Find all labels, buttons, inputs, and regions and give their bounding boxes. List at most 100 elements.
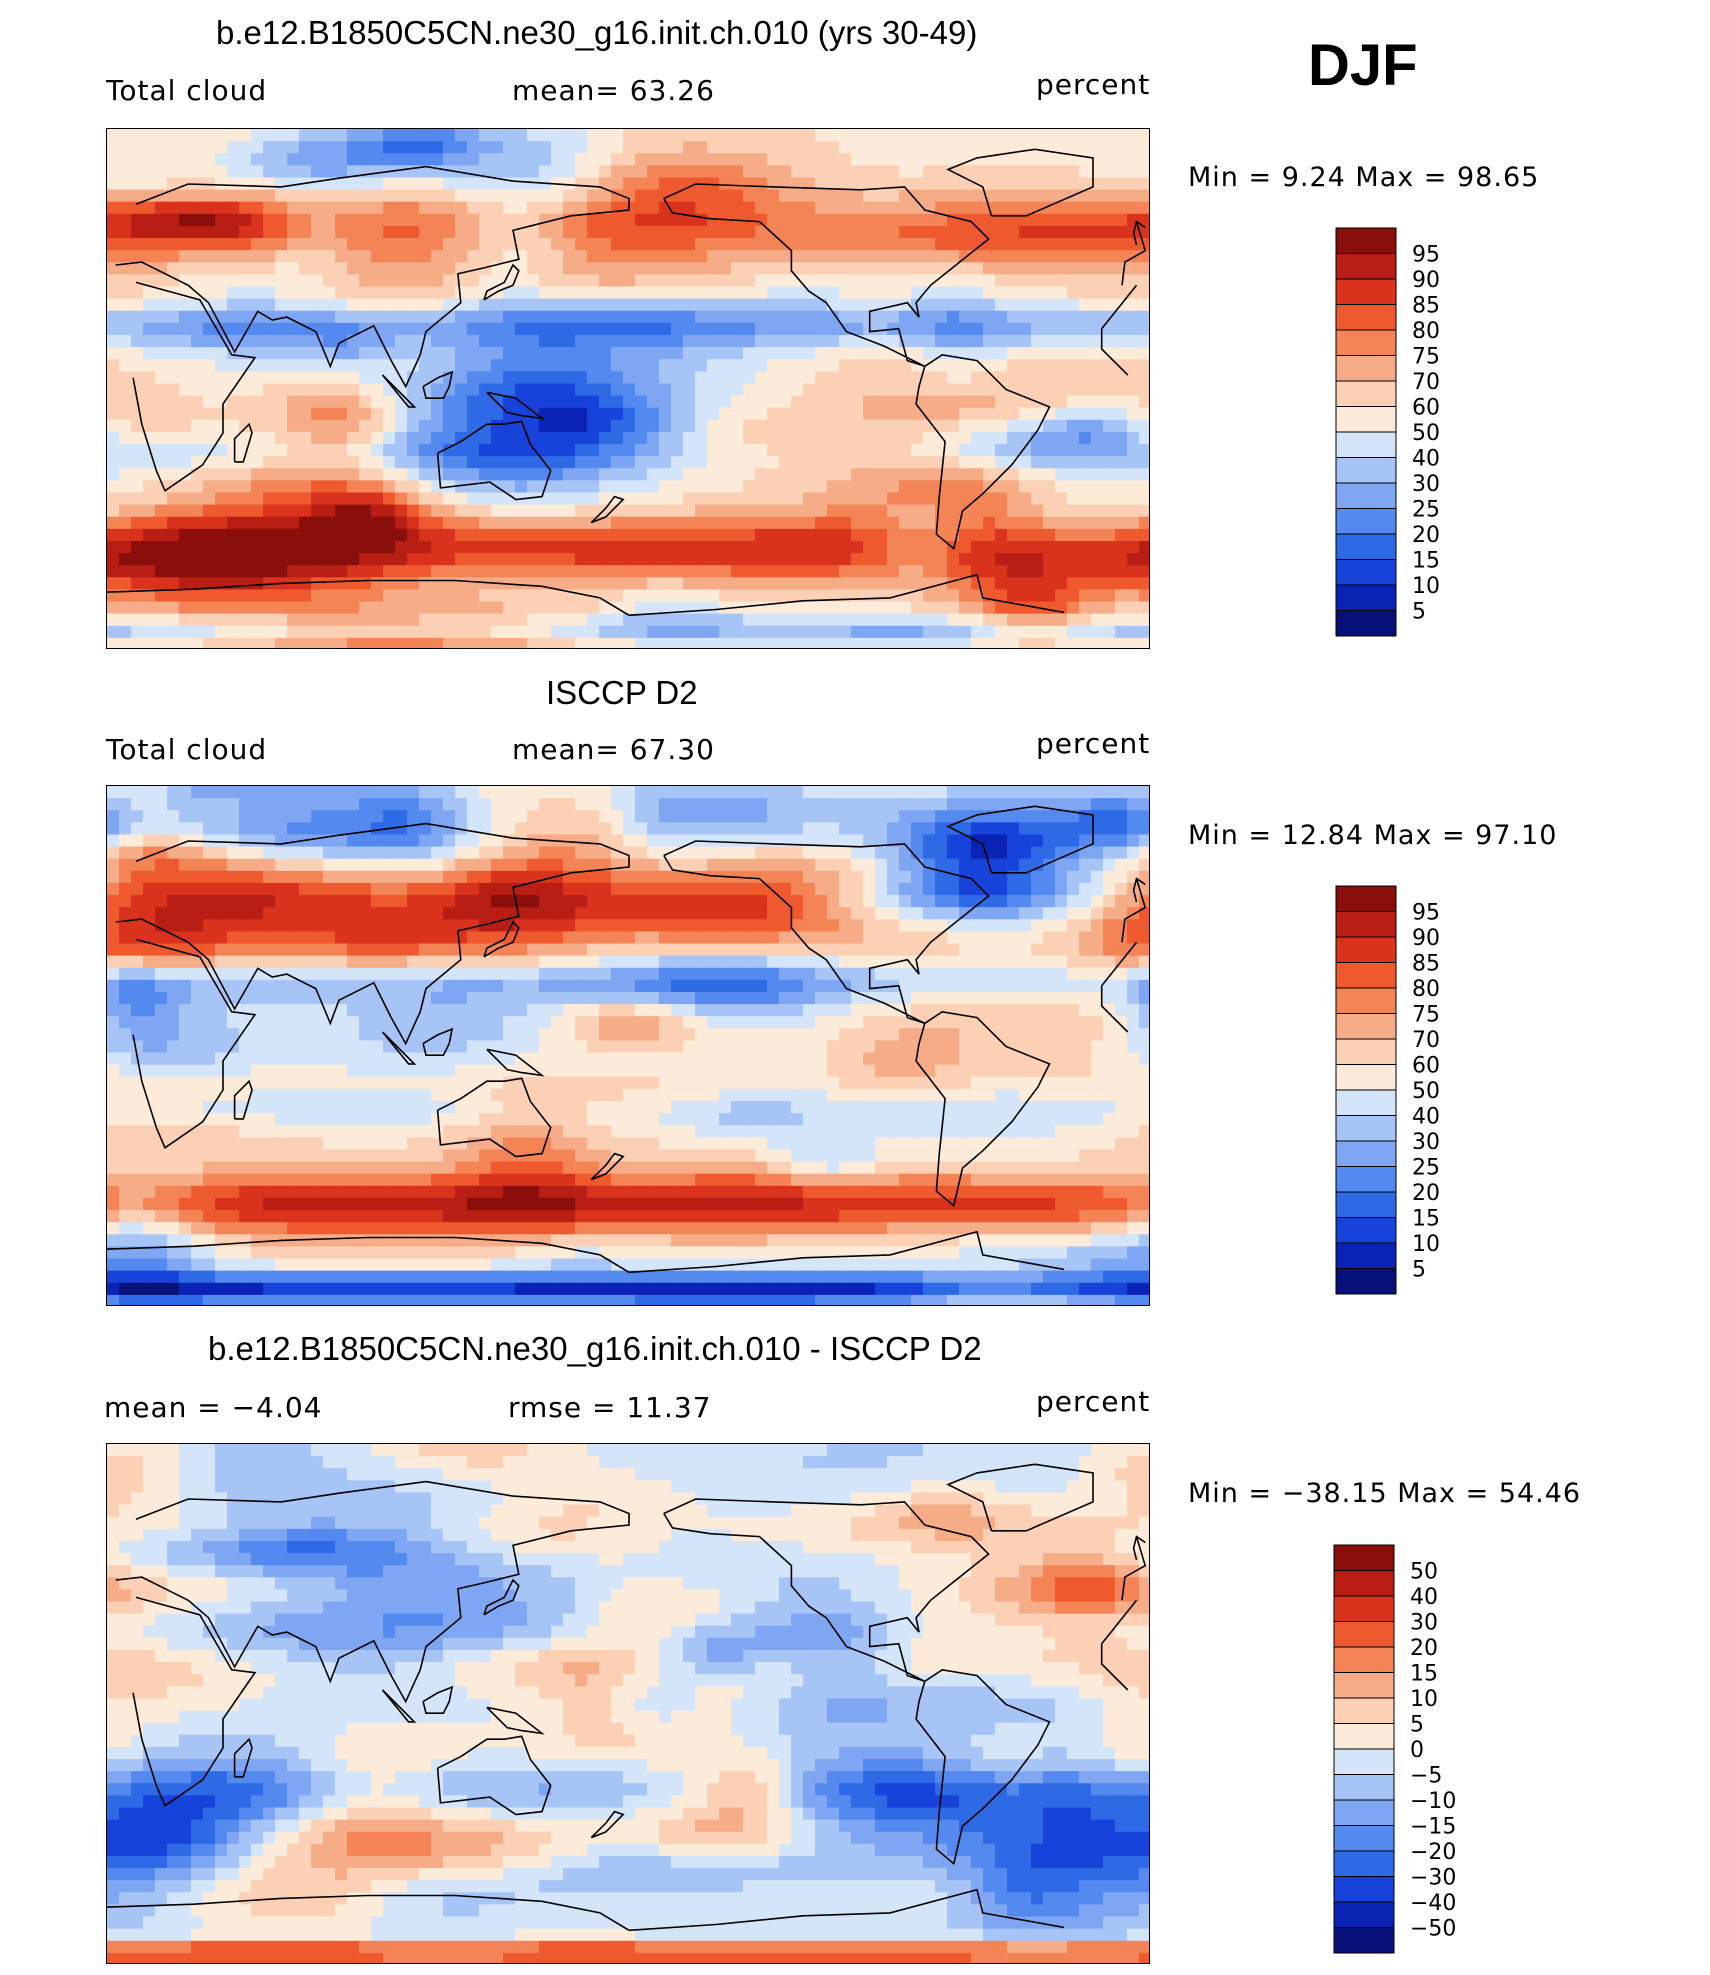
field-cell bbox=[923, 298, 936, 312]
field-cell bbox=[695, 480, 708, 494]
field-cell bbox=[887, 516, 900, 530]
field-cell bbox=[611, 153, 624, 166]
field-cell bbox=[311, 189, 324, 203]
field-cell bbox=[959, 846, 972, 860]
field-cell bbox=[347, 613, 360, 627]
field-cell bbox=[107, 419, 120, 433]
field-cell bbox=[911, 577, 924, 591]
field-cell bbox=[707, 274, 720, 288]
field-cell bbox=[119, 310, 132, 324]
field-cell bbox=[479, 919, 492, 932]
field-cell bbox=[911, 383, 924, 397]
field-cell bbox=[239, 419, 252, 433]
field-cell bbox=[983, 637, 996, 648]
field-cell bbox=[1043, 931, 1056, 945]
field-cell bbox=[155, 882, 168, 896]
field-cell bbox=[1091, 407, 1104, 421]
field-cell bbox=[767, 577, 780, 591]
field-cell bbox=[407, 322, 420, 336]
field-cell bbox=[755, 565, 768, 578]
field-cell bbox=[491, 870, 504, 884]
field-cell bbox=[983, 625, 996, 639]
field-cell bbox=[779, 492, 792, 506]
field-cell bbox=[851, 225, 864, 239]
field-cell bbox=[815, 516, 828, 530]
field-cell bbox=[119, 858, 132, 872]
field-cell bbox=[239, 371, 252, 385]
field-cell bbox=[551, 798, 564, 811]
field-cell bbox=[1091, 238, 1104, 251]
field-cell bbox=[323, 407, 336, 421]
field-cell bbox=[875, 189, 888, 203]
field-cell bbox=[911, 625, 924, 639]
field-cell bbox=[371, 834, 384, 848]
field-cell bbox=[827, 201, 840, 215]
field-cell bbox=[743, 371, 756, 385]
field-cell bbox=[839, 177, 852, 191]
field-cell bbox=[575, 407, 588, 421]
field-cell bbox=[539, 565, 552, 578]
field-cell bbox=[1007, 625, 1020, 639]
field-cell bbox=[515, 540, 528, 554]
field-cell bbox=[299, 907, 312, 920]
field-cell bbox=[287, 334, 300, 348]
field-cell bbox=[743, 810, 756, 823]
field-cell bbox=[179, 895, 192, 908]
field-cell bbox=[671, 322, 684, 336]
field-cell bbox=[359, 540, 372, 554]
field-cell bbox=[515, 553, 528, 566]
field-cell bbox=[827, 846, 840, 860]
field-cell bbox=[431, 153, 444, 166]
field-cell bbox=[1067, 395, 1080, 409]
field-cell bbox=[731, 577, 744, 591]
field-cell bbox=[983, 601, 996, 615]
field-cell bbox=[191, 250, 204, 263]
field-cell bbox=[215, 334, 228, 348]
field-cell bbox=[1031, 407, 1044, 421]
field-cell bbox=[1103, 383, 1116, 397]
field-cell bbox=[635, 846, 648, 860]
field-cell bbox=[683, 371, 696, 385]
field-cell bbox=[995, 322, 1008, 336]
field-cell bbox=[671, 834, 684, 848]
field-cell bbox=[647, 225, 660, 239]
field-cell bbox=[239, 213, 252, 227]
field-cell bbox=[995, 577, 1008, 591]
field-cell bbox=[755, 798, 768, 811]
field-cell bbox=[503, 540, 516, 554]
field-cell bbox=[155, 858, 168, 872]
field-cell bbox=[239, 553, 252, 566]
field-cell bbox=[827, 129, 840, 142]
field-cell bbox=[227, 310, 240, 324]
field-cell bbox=[755, 480, 768, 494]
season-label: DJF bbox=[1308, 33, 1418, 98]
field-cell bbox=[1007, 395, 1020, 409]
field-cell bbox=[467, 456, 480, 469]
field-cell bbox=[743, 516, 756, 530]
field-cell bbox=[251, 577, 264, 591]
field-cell bbox=[623, 371, 636, 385]
field-cell bbox=[815, 504, 828, 518]
field-cell bbox=[395, 165, 408, 179]
field-cell bbox=[167, 262, 180, 275]
field-cell bbox=[1079, 298, 1092, 312]
field-cell bbox=[155, 601, 168, 615]
field-cell bbox=[371, 383, 384, 397]
field-cell bbox=[1019, 298, 1032, 312]
field-cell bbox=[743, 601, 756, 615]
field-cell bbox=[323, 334, 336, 348]
field-cell bbox=[695, 846, 708, 860]
field-cell bbox=[1139, 165, 1149, 179]
field-cell bbox=[131, 419, 144, 433]
field-cell bbox=[143, 189, 156, 203]
field-cell bbox=[707, 565, 720, 578]
field-cell bbox=[1091, 419, 1104, 433]
field-cell bbox=[959, 444, 972, 457]
field-cell bbox=[215, 371, 228, 385]
field-cell bbox=[623, 298, 636, 312]
field-cell bbox=[443, 468, 456, 481]
field-cell bbox=[395, 786, 408, 799]
field-cell bbox=[491, 371, 504, 385]
field-cell bbox=[959, 395, 972, 409]
field-cell bbox=[755, 322, 768, 336]
